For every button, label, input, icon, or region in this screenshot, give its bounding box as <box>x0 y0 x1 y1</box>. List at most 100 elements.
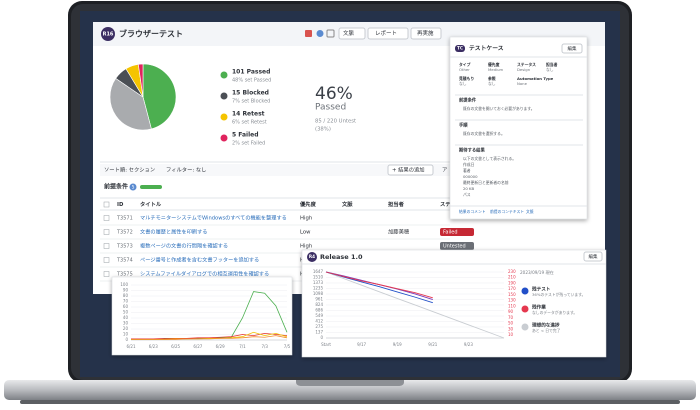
field-label: タイプ <box>459 62 471 67</box>
legend-date: 2023/09/19 現在 <box>520 269 554 276</box>
icon-lock[interactable] <box>326 29 335 38</box>
add-result-button[interactable] <box>387 164 434 176</box>
status-pill[interactable] <box>440 228 474 236</box>
y2-tick-label: 170 <box>508 286 516 291</box>
column-header: 優先度 <box>299 200 317 208</box>
legend-detail: 2% set Failed <box>232 141 265 147</box>
y2-tick-label: 230 <box>508 269 516 274</box>
case-title[interactable]: 文書の履歴と属性を印刷する <box>140 228 207 236</box>
section-line: 000000 <box>463 174 478 179</box>
checkbox[interactable] <box>103 257 110 263</box>
section-count-bg <box>129 183 137 191</box>
legend-dot <box>220 113 228 121</box>
run-badge-bg <box>101 27 115 41</box>
filter-label[interactable]: フィルター: なし <box>166 166 206 174</box>
y-tick-label: 50 <box>123 310 129 315</box>
summary-untested-pct: (38%) <box>315 127 331 133</box>
status-label: Untested <box>443 244 466 250</box>
y-tick-label: 1373 <box>313 280 324 285</box>
case-id: T3575 <box>116 272 133 278</box>
legend-label: 101 Passed <box>232 69 270 76</box>
checkbox[interactable] <box>103 229 110 235</box>
column-header: ステ <box>440 201 451 208</box>
series-line <box>325 271 433 304</box>
x-tick-label: 6/21 <box>127 344 136 349</box>
y-tick-label: 10 <box>123 332 129 337</box>
context-button[interactable] <box>338 27 366 40</box>
y-tick-label: 137 <box>315 330 323 335</box>
section-line: 既存の文書を選択する。 <box>463 131 505 136</box>
checkbox[interactable] <box>103 215 110 221</box>
section-line: 作成日 <box>463 162 475 167</box>
x-tick-label: 9/17 <box>357 342 366 347</box>
x-tick-label: 6/23 <box>149 344 158 349</box>
x-tick-label: 7/1 <box>239 344 246 349</box>
y-tick-label: 1235 <box>313 286 324 291</box>
section-title: 前提条件 <box>459 97 477 104</box>
checkbox[interactable] <box>103 271 110 277</box>
section-line: 著者 <box>463 168 471 173</box>
column-header: タイトル <box>140 200 162 208</box>
edit-label: 編集 <box>568 45 577 52</box>
run-title: ブラウザーテスト <box>119 29 183 39</box>
edit-button[interactable] <box>583 251 603 262</box>
legend-detail: 6% set Retest <box>232 120 267 126</box>
y-tick-label: 549 <box>315 313 323 318</box>
icon-pdf[interactable] <box>305 30 312 37</box>
y2-tick-label: 30 <box>508 326 514 331</box>
case-priority: High <box>300 216 312 222</box>
section-count: 5 <box>132 185 135 191</box>
report-button[interactable] <box>367 27 409 40</box>
sort-label[interactable]: ソート順: セクション <box>104 167 155 174</box>
y-tick-label: 100 <box>120 282 128 287</box>
case-priority: High <box>300 244 312 250</box>
more-label[interactable]: ア <box>442 167 447 174</box>
legend-dot <box>521 305 529 313</box>
toolbar-label: 文脈 <box>343 29 355 37</box>
x-tick-label: 9/23 <box>464 342 473 347</box>
case-title[interactable]: システムファイルダイアログでの相互運用性を確認する <box>140 270 269 278</box>
field-label: 参照 <box>487 76 496 81</box>
panel-bg <box>449 36 588 220</box>
y-tick-label: 275 <box>315 324 323 329</box>
edit-label: 編集 <box>589 253 598 260</box>
run-badge: R16 <box>103 32 114 38</box>
field-label: 優先度 <box>487 62 500 67</box>
case-title[interactable]: 複数ページの文書の行間隔を確認する <box>140 242 228 250</box>
legend-detail: 48% set Passed <box>232 78 271 84</box>
case-title[interactable]: ページ番号と作成者を含む文書フッターを追加する <box>140 256 259 264</box>
checkbox[interactable] <box>103 201 110 208</box>
case-title[interactable]: マルチモニターシステムでWindowsのすべての機能を整理する <box>140 214 287 222</box>
edit-button[interactable] <box>561 43 583 54</box>
footer-link[interactable]: 前提のコンテキスト <box>490 209 524 214</box>
y-tick-label: 0 <box>320 335 323 340</box>
footer-link[interactable]: 結果のコメント <box>459 209 486 214</box>
legend-title: 残テスト <box>532 286 550 293</box>
release-badge-bg <box>307 252 317 262</box>
status-pill[interactable] <box>440 242 474 250</box>
release-badge: R4 <box>309 254 315 259</box>
x-tick-label: Start <box>321 342 331 347</box>
case-title: テストケース <box>469 45 504 52</box>
icon-refresh[interactable] <box>316 30 324 37</box>
section-title: 手順 <box>459 122 468 129</box>
toolbar-label: 再実施 <box>417 29 434 37</box>
y-tick-label: 686 <box>315 308 323 313</box>
field-label: 担当者 <box>546 62 558 67</box>
rerun-button[interactable] <box>410 27 442 40</box>
laptop-base <box>4 380 696 400</box>
legend-dot <box>521 287 529 295</box>
y2-tick-label: 50 <box>508 321 514 326</box>
field-label: ステータス <box>517 62 536 67</box>
checkbox[interactable] <box>103 243 110 249</box>
legend-dot <box>521 323 529 331</box>
footer-link[interactable]: 文脈 <box>526 209 534 214</box>
release-panel: R4 Release 1.0 編集 0137275412549686824961… <box>301 249 607 358</box>
case-id: T3572 <box>116 230 133 236</box>
y-tick-label: 1098 <box>313 291 324 296</box>
section-line: 最終更新日と更新者の名前 <box>463 180 509 185</box>
